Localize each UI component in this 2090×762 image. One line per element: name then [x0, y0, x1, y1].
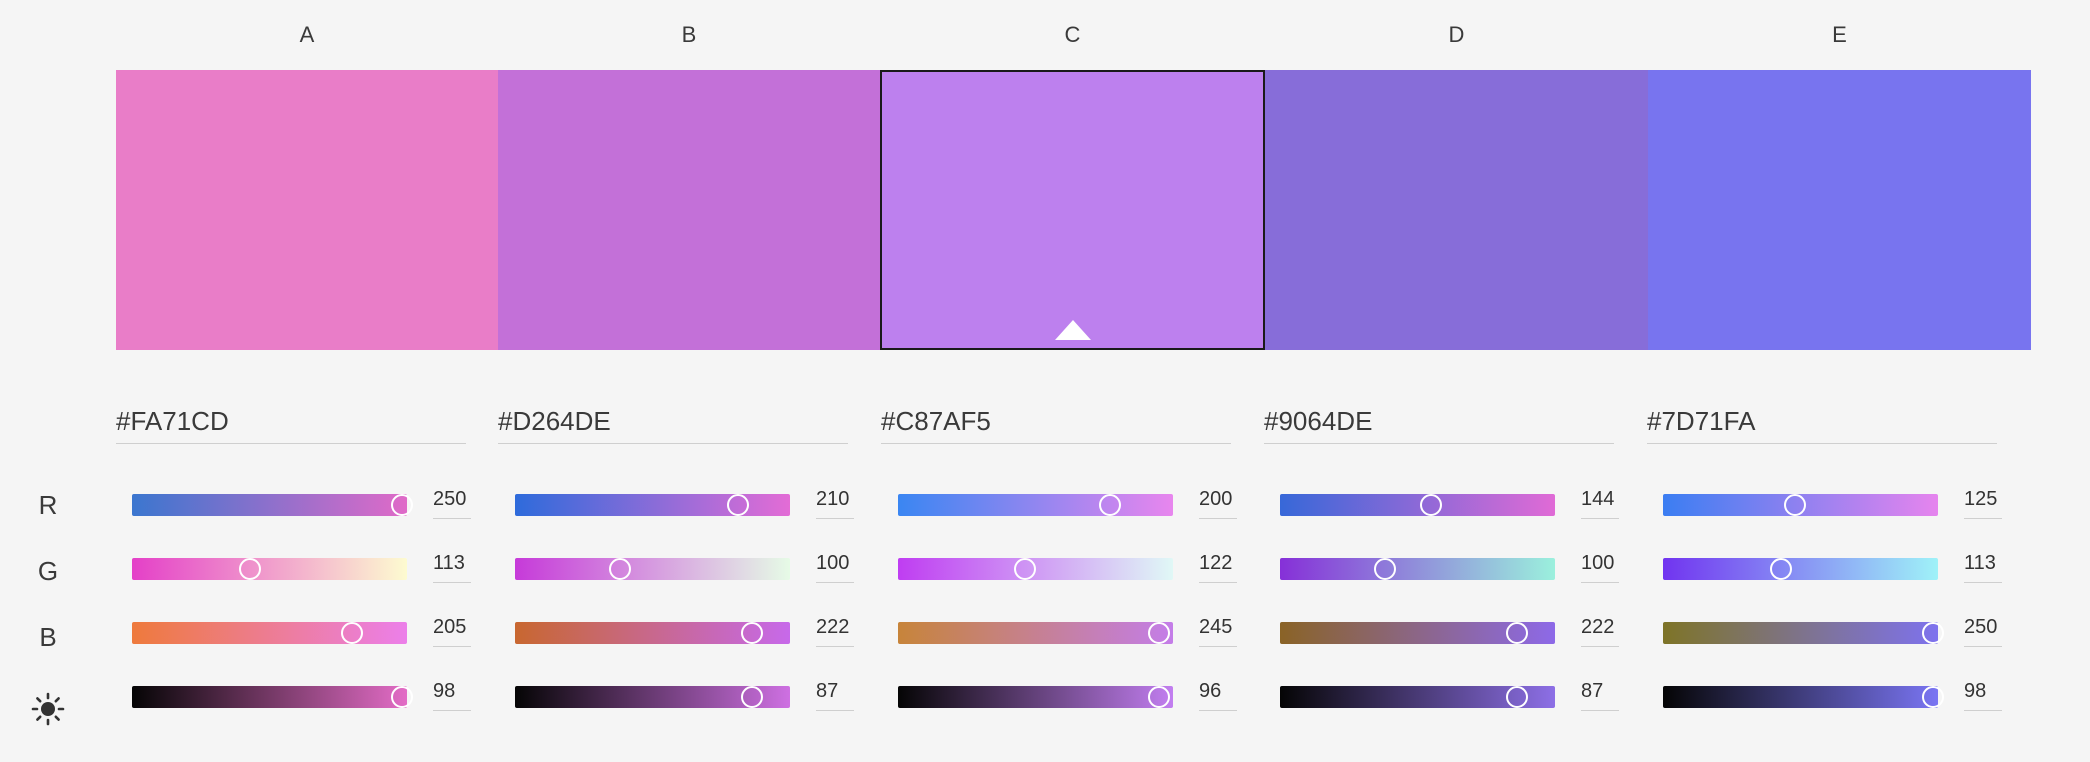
slider-handle[interactable] [390, 494, 413, 516]
slider-handle[interactable] [239, 558, 262, 580]
color-swatch[interactable] [1648, 70, 2031, 350]
blue-value-input[interactable]: 245 [1199, 616, 1237, 647]
slider-handle[interactable] [1373, 558, 1396, 580]
red-slider[interactable] [515, 494, 790, 516]
brightness-value-input[interactable]: 98 [433, 680, 471, 711]
blue-slider[interactable] [1663, 622, 1944, 644]
channel-label-green: G [37, 556, 59, 586]
slider-handle[interactable] [1098, 494, 1121, 516]
slider-handle[interactable] [1921, 686, 1944, 708]
red-value-input[interactable]: 250 [433, 488, 471, 519]
green-value-input[interactable]: 122 [1199, 552, 1237, 583]
brightness-slider[interactable] [1663, 686, 1944, 708]
color-swatch[interactable] [880, 70, 1265, 350]
green-value-input[interactable]: 100 [1581, 552, 1619, 583]
red-slider[interactable] [1663, 494, 1938, 516]
brightness-value-input[interactable]: 98 [1964, 680, 2002, 711]
brightness-slider[interactable] [515, 686, 790, 708]
red-value-input[interactable]: 210 [816, 488, 854, 519]
column-label: E [1832, 22, 1847, 47]
slider-handle[interactable] [1921, 622, 1944, 644]
slider-handle[interactable] [1505, 686, 1528, 708]
column-label: B [681, 22, 697, 47]
color-swatch[interactable] [498, 70, 880, 350]
blue-value-input[interactable]: 205 [433, 616, 471, 647]
brightness-value-input[interactable]: 96 [1199, 680, 1237, 711]
blue-slider[interactable] [515, 622, 790, 644]
slider-handle[interactable] [1013, 558, 1036, 580]
slider-handle[interactable] [1505, 622, 1528, 644]
red-value-input[interactable]: 200 [1199, 488, 1237, 519]
color-swatch[interactable] [1265, 70, 1648, 350]
hex-input[interactable]: #D264DE [498, 405, 848, 444]
slider-handle[interactable] [726, 494, 749, 516]
column-label: D [1448, 22, 1465, 47]
brightness-slider[interactable] [898, 686, 1173, 708]
blue-slider[interactable] [898, 622, 1173, 644]
column-label: C [1064, 22, 1081, 47]
slider-handle[interactable] [1148, 686, 1171, 708]
blue-slider[interactable] [1280, 622, 1555, 644]
red-slider[interactable] [898, 494, 1173, 516]
blue-value-input[interactable]: 250 [1964, 616, 2002, 647]
red-value-input[interactable]: 125 [1964, 488, 2002, 519]
red-slider[interactable] [1280, 494, 1555, 516]
slider-handle[interactable] [390, 686, 413, 708]
red-value-input[interactable]: 144 [1581, 488, 1619, 519]
slider-handle[interactable] [1420, 494, 1443, 516]
brightness-slider[interactable] [1280, 686, 1555, 708]
color-swatch[interactable] [116, 70, 498, 350]
green-value-input[interactable]: 100 [816, 552, 854, 583]
green-slider[interactable] [1280, 558, 1555, 580]
column-label: A [299, 22, 315, 47]
channel-label-red: R [38, 490, 58, 520]
green-value-input[interactable]: 113 [433, 552, 471, 583]
slider-handle[interactable] [1770, 558, 1793, 580]
caret-up-icon [1054, 320, 1091, 340]
green-slider[interactable] [898, 558, 1173, 580]
slider-handle[interactable] [608, 558, 631, 580]
green-slider[interactable] [515, 558, 790, 580]
slider-handle[interactable] [740, 622, 763, 644]
green-slider[interactable] [132, 558, 407, 580]
slider-handle[interactable] [740, 686, 763, 708]
blue-value-input[interactable]: 222 [1581, 616, 1619, 647]
green-value-input[interactable]: 113 [1964, 552, 2002, 583]
hex-input[interactable]: #C87AF5 [881, 405, 1231, 444]
hex-input[interactable]: #FA71CD [116, 405, 466, 444]
hex-input[interactable]: #7D71FA [1647, 405, 1997, 444]
brightness-value-input[interactable]: 87 [816, 680, 854, 711]
channel-label-blue: B [39, 622, 57, 652]
brightness-value-input[interactable]: 87 [1581, 680, 1619, 711]
brightness-slider[interactable] [132, 686, 413, 708]
hex-input[interactable]: #9064DE [1264, 405, 1614, 444]
slider-handle[interactable] [341, 622, 363, 644]
blue-slider[interactable] [132, 622, 407, 644]
slider-handle[interactable] [1784, 494, 1806, 516]
green-slider[interactable] [1663, 558, 1938, 580]
red-slider[interactable] [132, 494, 413, 516]
brightness-icon [30, 691, 66, 727]
blue-value-input[interactable]: 222 [816, 616, 854, 647]
slider-handle[interactable] [1148, 622, 1171, 644]
